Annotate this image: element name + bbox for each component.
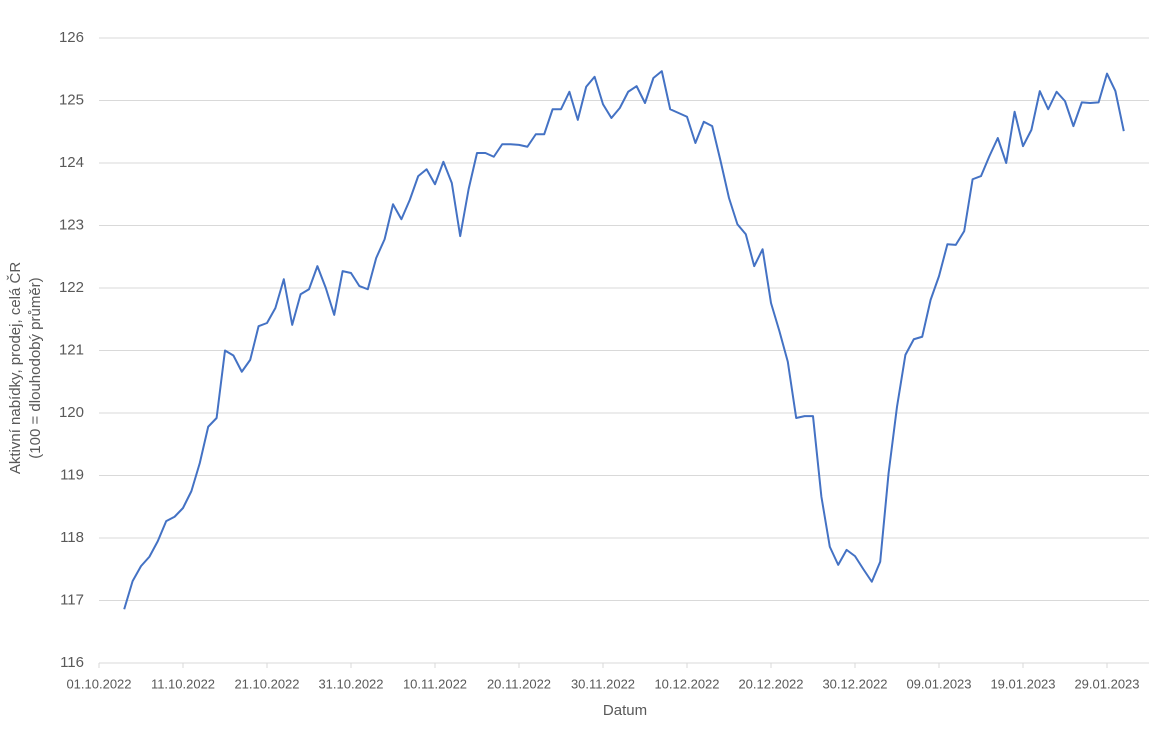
y-tick-label: 118 xyxy=(60,529,84,546)
y-tick-label: 121 xyxy=(59,341,84,358)
y-axis-title-line: Aktivní nabídky, prodej, celá ČR xyxy=(7,262,24,474)
y-tick-label: 117 xyxy=(60,591,84,608)
x-tick-label: 21.10.2022 xyxy=(234,676,299,691)
x-tick-label: 30.11.2022 xyxy=(571,676,635,691)
y-tick-label: 125 xyxy=(59,91,84,108)
x-tick-label: 01.10.2022 xyxy=(66,676,131,691)
x-tick-label: 31.10.2022 xyxy=(318,676,383,691)
y-axis-title-line: (100 = dlouhodobý průměr) xyxy=(27,277,44,458)
y-tick-label: 126 xyxy=(59,29,84,46)
x-tick-label: 09.01.2023 xyxy=(906,676,971,691)
x-tick-label: 20.11.2022 xyxy=(487,676,551,691)
x-tick-label: 30.12.2022 xyxy=(822,676,887,691)
y-tick-label: 119 xyxy=(60,466,84,483)
data-line xyxy=(123,70,1125,610)
y-axis-title: Aktivní nabídky, prodej, celá ČR (100 = … xyxy=(7,262,44,474)
x-tick-label: 10.12.2022 xyxy=(654,676,719,691)
x-axis-title: Datum xyxy=(603,702,647,719)
x-tick-label: 19.01.2023 xyxy=(990,676,1055,691)
y-tick-label: 120 xyxy=(59,404,84,421)
x-tick-label: 11.10.2022 xyxy=(151,676,215,691)
y-tick-label: 122 xyxy=(59,279,84,296)
x-tick-label: 29.01.2023 xyxy=(1074,676,1139,691)
y-tick-label: 124 xyxy=(59,154,84,171)
y-tick-label: 123 xyxy=(59,216,84,233)
x-tick-label: 20.12.2022 xyxy=(738,676,803,691)
x-tick-label: 10.11.2022 xyxy=(403,676,467,691)
y-tick-label: 116 xyxy=(60,654,84,671)
